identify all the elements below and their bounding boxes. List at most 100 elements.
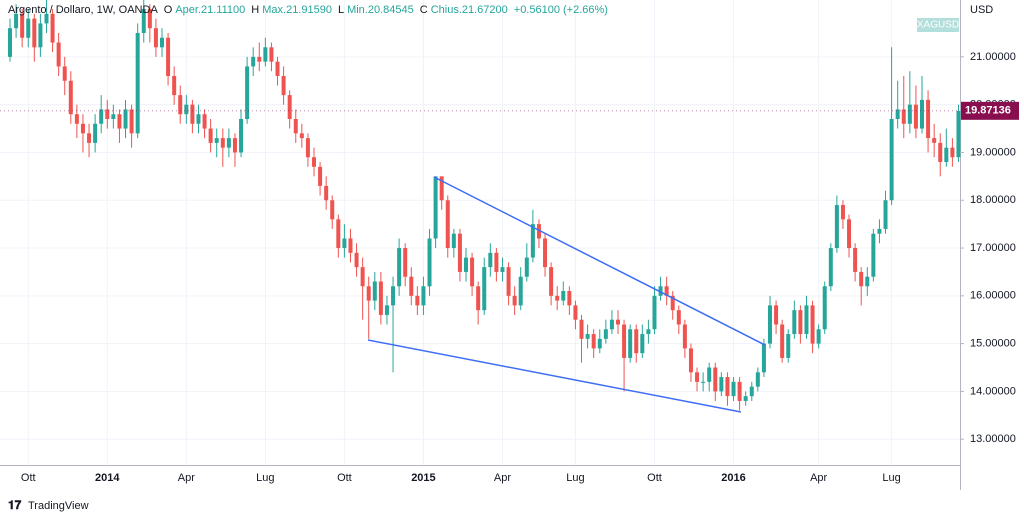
candle-body	[8, 28, 12, 57]
x-tick-label: Apr	[810, 472, 827, 484]
candle-body	[956, 110, 961, 158]
candle-body	[737, 381, 742, 401]
candle-body	[330, 200, 335, 220]
candle-body	[603, 329, 608, 339]
x-tick-label: Lug	[256, 472, 274, 484]
legend-key: L	[338, 4, 344, 16]
candle-body	[318, 166, 323, 186]
candle-body	[348, 238, 353, 253]
candle-body	[688, 348, 693, 373]
candle-body	[828, 248, 833, 287]
brand-name: TradingView	[28, 500, 89, 512]
last-price-badge	[961, 101, 1019, 120]
candle-body	[160, 37, 164, 48]
candle-body	[196, 114, 201, 124]
x-tick-label: 2015	[411, 472, 435, 484]
candle-body	[178, 95, 183, 115]
x-tick-label: 2014	[95, 472, 120, 484]
candle-body	[62, 66, 67, 81]
candle-body	[664, 286, 669, 296]
candle-body	[415, 295, 420, 306]
candle-body	[476, 286, 481, 311]
candle-body	[488, 252, 493, 268]
candle-body	[658, 286, 663, 296]
candle-body	[530, 224, 535, 258]
candle-body	[597, 338, 602, 349]
candle-body	[907, 104, 912, 124]
candle-body	[26, 18, 31, 38]
candle-body	[32, 18, 37, 48]
candle-body	[14, 13, 19, 29]
candle-body	[105, 109, 110, 119]
legend-header: Argento / Dollaro, 1W, OANDA O Aper.21.111…	[8, 4, 608, 16]
candle-body	[433, 176, 438, 239]
legend-key: H	[251, 4, 259, 16]
candle-body	[816, 329, 821, 344]
candle-body	[506, 267, 511, 296]
candle-body	[293, 118, 298, 134]
candle-body	[768, 305, 772, 344]
candle-body	[555, 295, 560, 301]
x-tick-label: Lug	[566, 472, 584, 484]
legend-key: O	[164, 4, 173, 16]
candle-body	[269, 47, 274, 62]
x-tick-label: Ott	[647, 472, 662, 484]
candle-body	[798, 310, 803, 335]
y-tick-label: 19.00000	[970, 146, 1016, 158]
candle-body	[792, 310, 797, 335]
candle-body	[153, 28, 158, 48]
candle-body	[889, 118, 894, 201]
candle-body	[549, 267, 554, 296]
candle-body	[804, 305, 809, 335]
candle-body	[305, 138, 310, 158]
last-price-label: 19.87136	[965, 105, 1011, 117]
candle-body	[494, 252, 499, 272]
candle-body	[470, 257, 475, 287]
candle-body	[780, 324, 785, 358]
candle-body	[761, 343, 766, 373]
x-tick-label: Apr	[178, 472, 195, 484]
candle-body	[932, 138, 937, 143]
candle-body	[117, 114, 122, 129]
candle-body	[111, 114, 116, 119]
candle-body	[403, 248, 408, 277]
candle-body	[713, 367, 718, 392]
candle-body	[670, 295, 675, 311]
candle-body	[80, 123, 85, 134]
candle-body	[232, 138, 237, 153]
candle-body	[543, 238, 548, 268]
candle-body	[591, 334, 596, 349]
candle-body	[172, 75, 177, 96]
candle-body	[166, 37, 171, 76]
candle-body	[147, 9, 152, 29]
candle-body	[299, 133, 304, 139]
candle-body	[378, 281, 383, 315]
candle-body	[561, 291, 566, 301]
candle-body	[847, 219, 852, 249]
candle-body	[281, 75, 286, 96]
y-tick-label: 16.00000	[970, 290, 1016, 302]
candle-body	[682, 324, 687, 349]
candle-body	[287, 95, 292, 119]
y-tick-label: 21.00000	[970, 51, 1016, 63]
candle-body	[853, 248, 858, 272]
candle-body	[324, 185, 329, 201]
candle-body	[372, 281, 377, 301]
candle-body	[774, 305, 779, 325]
candle-body	[135, 32, 140, 134]
candle-body	[579, 319, 584, 339]
candle-body	[518, 276, 523, 306]
candle-body	[226, 138, 231, 148]
candle-body	[391, 286, 396, 306]
legend-value: Chius.21.67200	[431, 4, 508, 16]
candle-body	[719, 377, 724, 392]
candle-body	[840, 205, 845, 220]
candle-body	[482, 267, 487, 311]
candle-body	[859, 271, 864, 287]
candle-body	[901, 109, 906, 124]
candle-body	[257, 56, 262, 62]
candle-body	[190, 104, 195, 124]
candle-body	[360, 267, 365, 287]
candles	[8, 0, 961, 411]
